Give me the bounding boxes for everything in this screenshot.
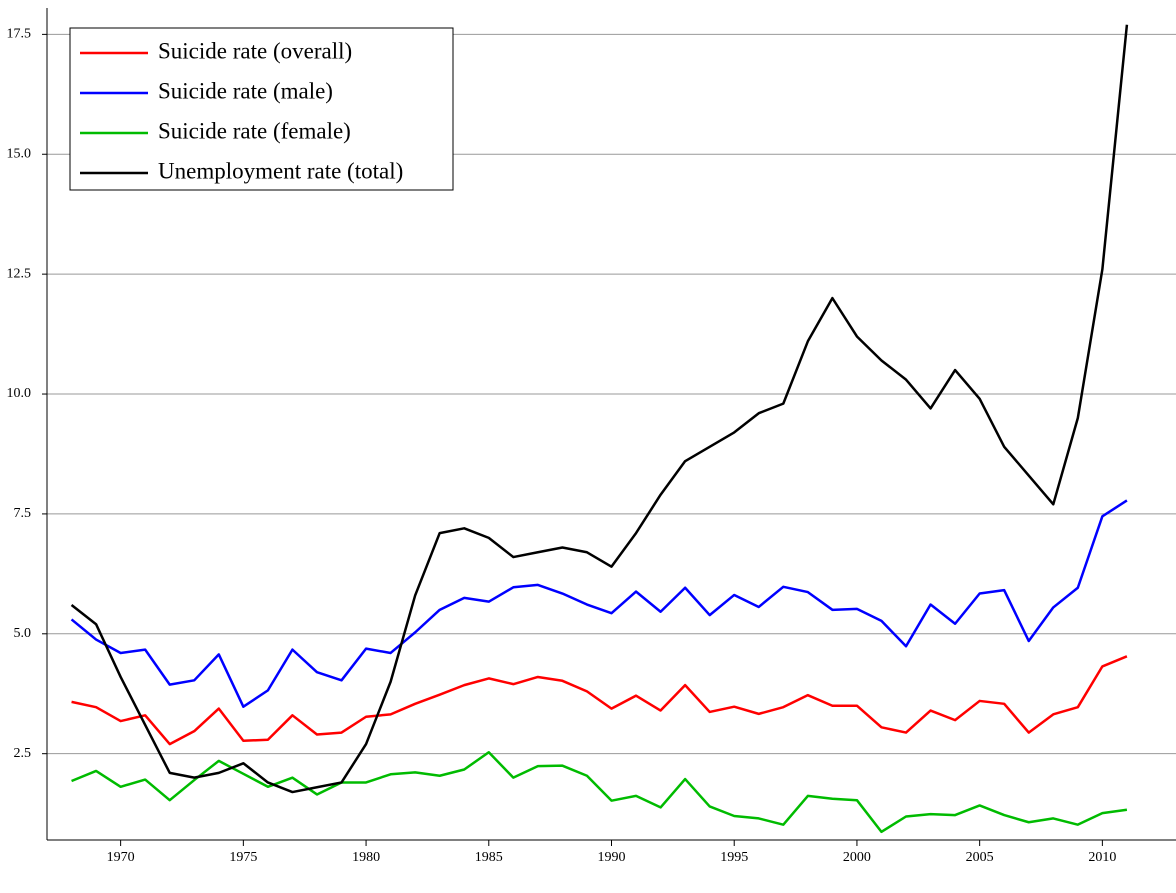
y-tick-label: 2.5: [14, 746, 32, 761]
y-tick-label: 15.0: [7, 146, 32, 161]
x-tick-label: 1975: [229, 850, 257, 865]
series-line: [71, 750, 1128, 834]
legend-label: Suicide rate (overall): [158, 38, 352, 63]
x-tick-label: 2010: [1088, 850, 1116, 865]
legend-label: Suicide rate (female): [158, 118, 351, 143]
x-tick-label: 1970: [107, 850, 135, 865]
x-tick-label: 2005: [966, 850, 994, 865]
y-tick-label: 7.5: [14, 506, 32, 521]
legend-label: Suicide rate (male): [158, 78, 333, 103]
series-line: [70, 499, 1128, 708]
series-line: [70, 24, 1129, 794]
x-tick-label: 1985: [475, 850, 503, 865]
y-tick-label: 5.0: [14, 626, 32, 641]
y-tick-label: 10.0: [7, 386, 32, 401]
x-tick-label: 1995: [720, 850, 748, 865]
series-line: [71, 655, 1128, 746]
x-tick-label: 2000: [843, 850, 871, 865]
legend-box: [69, 27, 454, 191]
legend-label: Unemployment rate (total): [158, 158, 403, 183]
y-tick-label: 17.5: [7, 27, 32, 42]
y-tick-label: 12.5: [7, 266, 32, 281]
x-tick-label: 1990: [598, 850, 626, 865]
x-tick-label: 1980: [352, 850, 380, 865]
